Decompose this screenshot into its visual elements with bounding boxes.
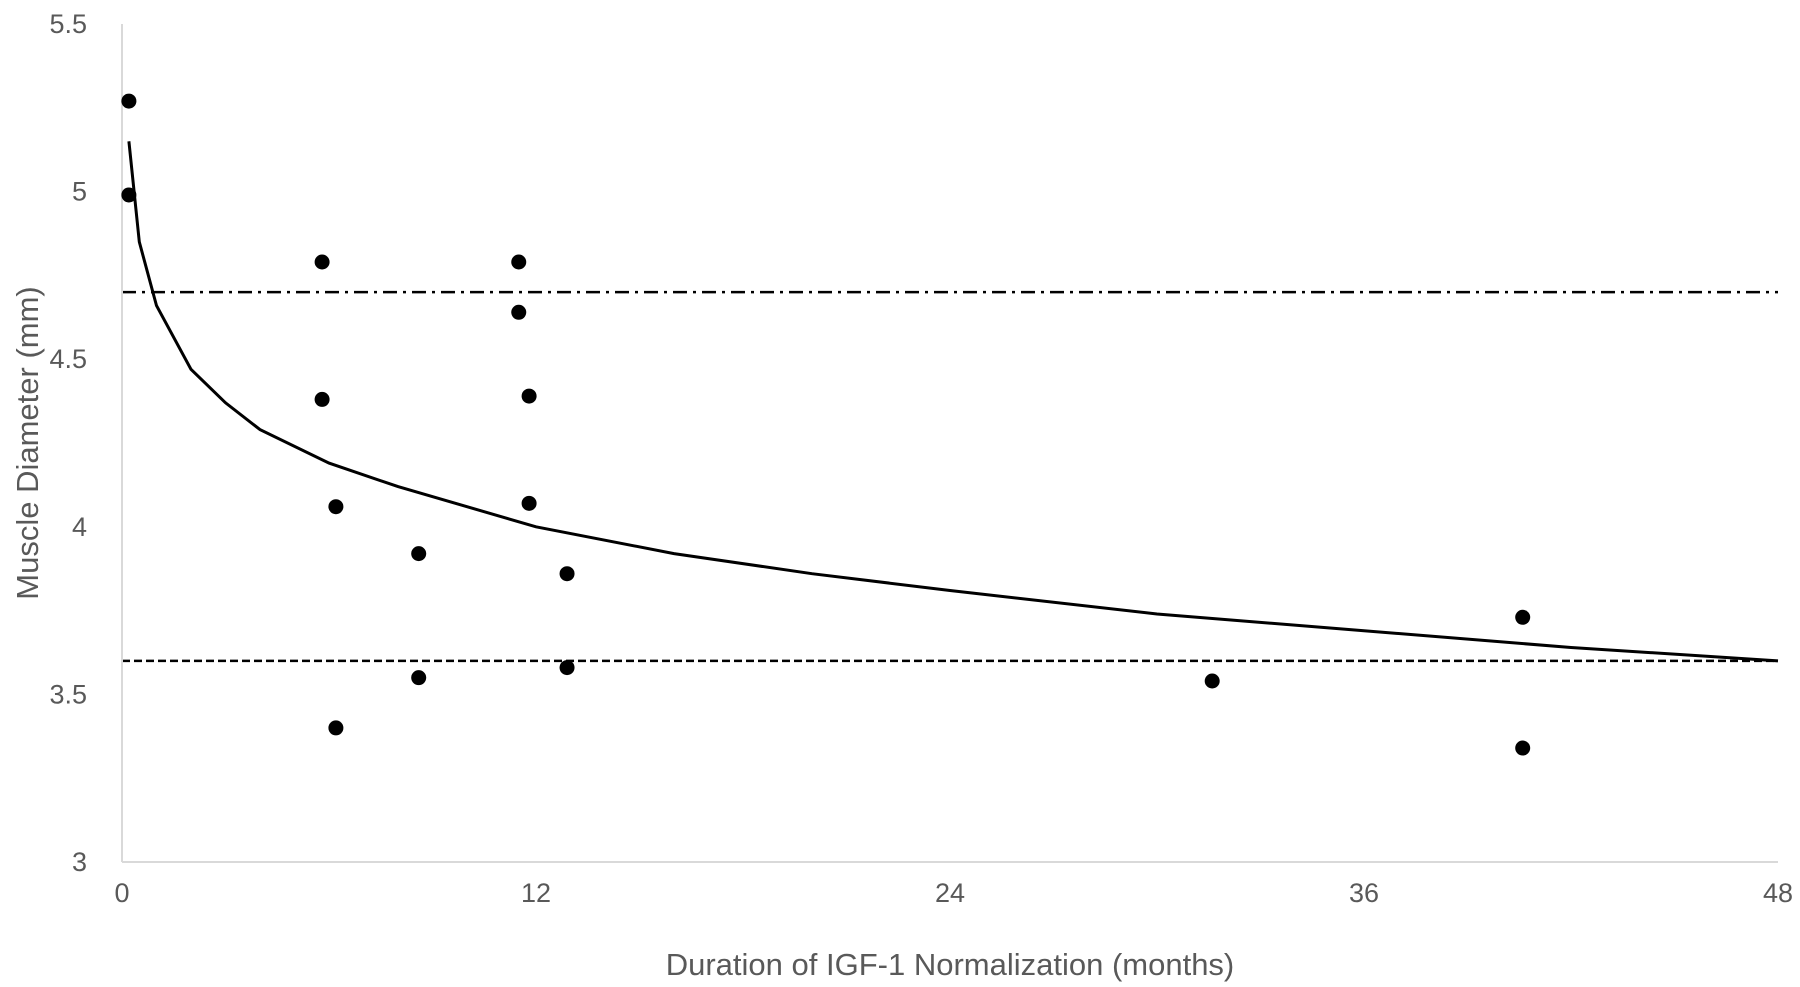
data-point bbox=[511, 304, 527, 320]
y-tick-label: 5 bbox=[72, 177, 87, 207]
data-point bbox=[314, 254, 330, 270]
data-point bbox=[559, 566, 575, 582]
data-point bbox=[521, 388, 537, 404]
data-point bbox=[328, 720, 344, 736]
y-tick-label: 3 bbox=[72, 847, 87, 877]
data-point bbox=[559, 660, 575, 676]
y-tick-label: 3.5 bbox=[49, 679, 87, 709]
x-tick-label: 48 bbox=[1763, 878, 1793, 908]
data-point bbox=[1515, 609, 1531, 625]
x-tick-label: 36 bbox=[1349, 878, 1379, 908]
data-point bbox=[411, 546, 427, 562]
y-tick-label: 5.5 bbox=[49, 9, 87, 39]
data-point bbox=[328, 499, 344, 515]
data-point bbox=[411, 670, 427, 686]
reference-lines bbox=[122, 290, 1778, 663]
data-point bbox=[521, 495, 537, 511]
x-tick-label: 12 bbox=[521, 878, 551, 908]
data-point bbox=[121, 93, 137, 109]
trendline bbox=[127, 141, 1779, 663]
data-point bbox=[511, 254, 527, 270]
x-tick-label: 24 bbox=[935, 878, 965, 908]
data-point bbox=[314, 391, 330, 407]
x-tick-label: 0 bbox=[114, 878, 129, 908]
y-tick-labels: 3 3.5 4 4.5 5 5.5 bbox=[49, 9, 87, 877]
x-tick-labels: 0 12 24 36 48 bbox=[114, 878, 1793, 908]
y-axis-title: Muscle Diameter (mm) bbox=[10, 286, 45, 599]
data-point bbox=[1204, 673, 1220, 689]
y-tick-label: 4.5 bbox=[49, 344, 87, 374]
data-point bbox=[121, 187, 137, 203]
y-tick-label: 4 bbox=[72, 512, 87, 542]
data-points bbox=[121, 93, 1531, 756]
x-axis-title: Duration of IGF-1 Normalization (months) bbox=[666, 947, 1235, 982]
data-point bbox=[1515, 740, 1531, 756]
